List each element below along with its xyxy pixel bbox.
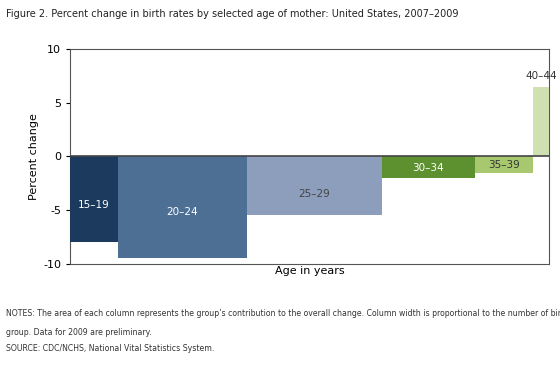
Bar xyxy=(118,157,247,258)
Y-axis label: Percent change: Percent change xyxy=(29,113,39,200)
Text: Figure 2. Percent change in birth rates by selected age of mother: United States: Figure 2. Percent change in birth rates … xyxy=(6,9,458,19)
Text: SOURCE: CDC/NCHS, National Vital Statistics System.: SOURCE: CDC/NCHS, National Vital Statist… xyxy=(6,344,214,353)
Bar xyxy=(475,157,533,172)
Text: NOTES: The area of each column represents the group’s contribution to the overal: NOTES: The area of each column represent… xyxy=(6,309,560,318)
X-axis label: Age in years: Age in years xyxy=(274,266,344,276)
Bar xyxy=(70,157,118,242)
Bar xyxy=(533,87,549,157)
Text: 40–44: 40–44 xyxy=(525,71,557,81)
Text: 20–24: 20–24 xyxy=(167,207,198,217)
Text: 25–29: 25–29 xyxy=(298,189,330,199)
Bar xyxy=(382,157,475,178)
Text: 15–19: 15–19 xyxy=(78,199,110,210)
Text: group. Data for 2009 are preliminary.: group. Data for 2009 are preliminary. xyxy=(6,328,151,337)
Bar xyxy=(247,157,382,215)
Text: 30–34: 30–34 xyxy=(413,163,444,173)
Text: 35–39: 35–39 xyxy=(488,160,520,170)
